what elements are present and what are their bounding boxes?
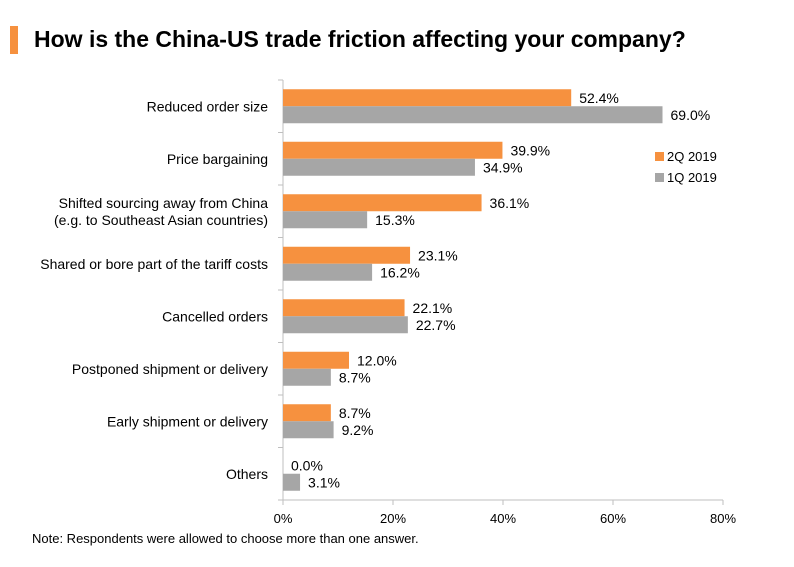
footnote: Note: Respondents were allowed to choose… bbox=[32, 531, 419, 546]
data-label: 36.1% bbox=[490, 195, 530, 211]
bar-2q-2019 bbox=[283, 194, 482, 212]
data-label: 15.3% bbox=[375, 212, 415, 228]
bar-1q-2019 bbox=[283, 211, 368, 229]
legend-label: 1Q 2019 bbox=[667, 170, 717, 185]
data-label: 39.9% bbox=[510, 142, 550, 158]
data-label: 34.9% bbox=[483, 159, 523, 175]
bar-2q-2019 bbox=[283, 89, 572, 107]
bar-1q-2019 bbox=[283, 421, 334, 439]
bar-2q-2019 bbox=[283, 246, 411, 264]
bar-1q-2019 bbox=[283, 316, 408, 334]
bar-2q-2019 bbox=[283, 404, 331, 422]
category-label: Others bbox=[226, 466, 268, 482]
data-label: 8.7% bbox=[339, 405, 371, 421]
bar-1q-2019 bbox=[283, 158, 475, 176]
data-label: 52.4% bbox=[579, 90, 619, 106]
bar-1q-2019 bbox=[283, 106, 663, 124]
data-label: 69.0% bbox=[671, 107, 711, 123]
data-label: 0.0% bbox=[291, 457, 323, 473]
data-label: 8.7% bbox=[339, 369, 371, 385]
data-label: 3.1% bbox=[308, 474, 340, 490]
x-tick-label: 80% bbox=[710, 511, 736, 526]
category-label: (e.g. to Southeast Asian countries) bbox=[54, 212, 268, 228]
category-label: Price bargaining bbox=[167, 151, 268, 167]
legend-swatch bbox=[655, 173, 664, 182]
data-label: 16.2% bbox=[380, 264, 420, 280]
data-label: 9.2% bbox=[342, 422, 374, 438]
bar-1q-2019 bbox=[283, 263, 373, 281]
bar-2q-2019 bbox=[283, 299, 405, 317]
chart-title: How is the China-US trade friction affec… bbox=[34, 26, 686, 52]
bar-2q-2019 bbox=[283, 351, 349, 369]
x-tick-label: 20% bbox=[380, 511, 406, 526]
bar-2q-2019 bbox=[283, 141, 503, 159]
category-label: Early shipment or delivery bbox=[107, 413, 268, 429]
data-label: 22.1% bbox=[413, 300, 453, 316]
category-label: Reduced order size bbox=[147, 98, 269, 114]
bar-1q-2019 bbox=[283, 368, 331, 386]
data-label: 22.7% bbox=[416, 317, 456, 333]
legend-swatch bbox=[655, 152, 664, 161]
category-label: Cancelled orders bbox=[162, 308, 268, 324]
legend-label: 2Q 2019 bbox=[667, 149, 717, 164]
data-label: 12.0% bbox=[357, 352, 397, 368]
category-label: Shifted sourcing away from China bbox=[59, 195, 269, 211]
x-tick-label: 0% bbox=[274, 511, 293, 526]
x-tick-label: 60% bbox=[600, 511, 626, 526]
data-label: 23.1% bbox=[418, 247, 458, 263]
bar-1q-2019 bbox=[283, 473, 301, 491]
x-tick-label: 40% bbox=[490, 511, 516, 526]
category-label: Shared or bore part of the tariff costs bbox=[40, 256, 268, 272]
category-label: Postponed shipment or delivery bbox=[72, 361, 268, 377]
title-accent-bar bbox=[10, 26, 18, 54]
